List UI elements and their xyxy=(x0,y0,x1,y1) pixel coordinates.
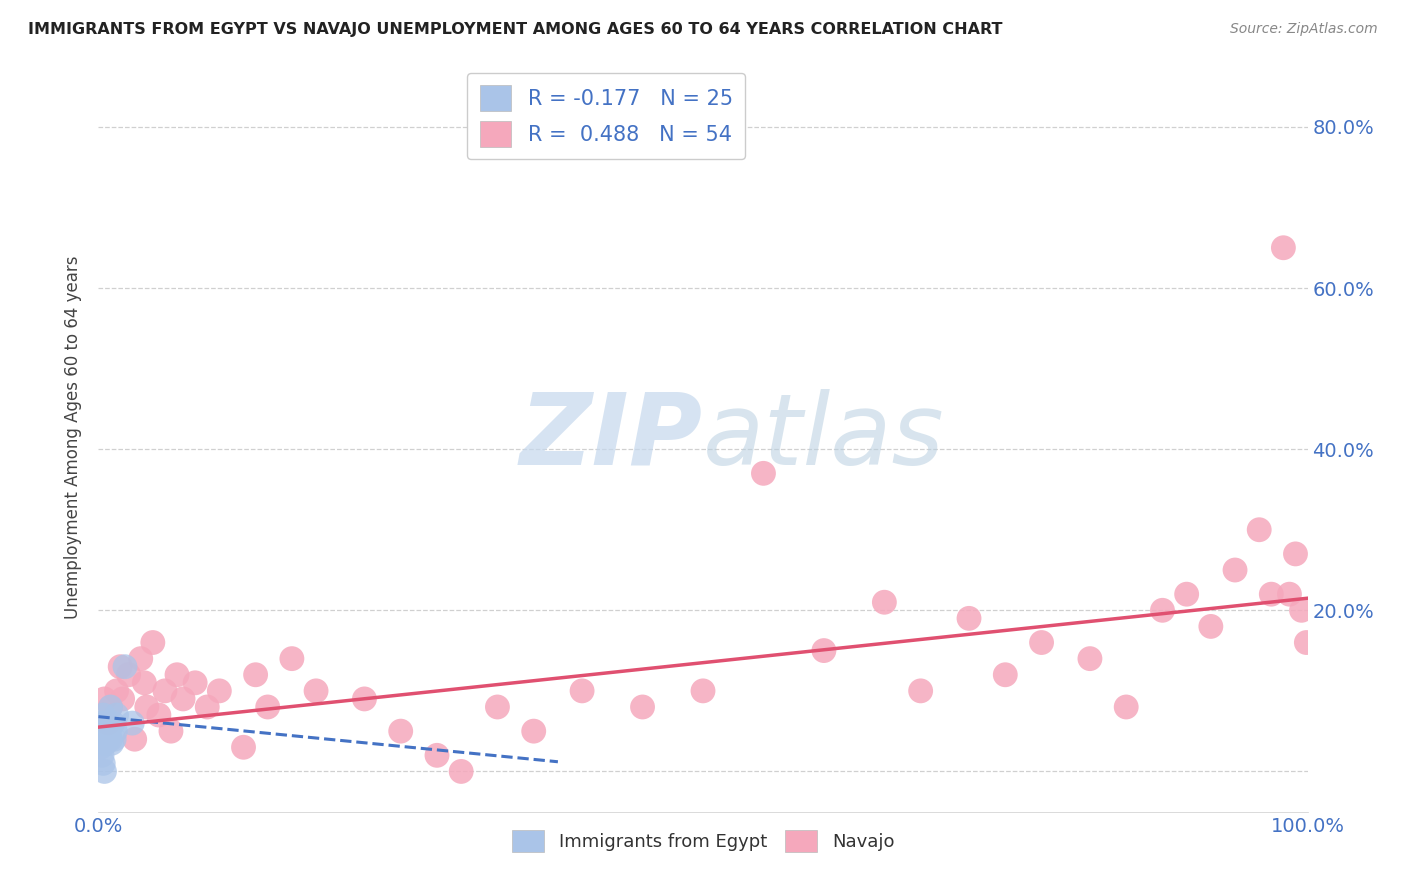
Point xyxy=(1278,587,1301,601)
Point xyxy=(571,684,593,698)
Point xyxy=(124,732,146,747)
Point xyxy=(305,684,328,698)
Text: Source: ZipAtlas.com: Source: ZipAtlas.com xyxy=(1230,22,1378,37)
Point xyxy=(910,684,932,698)
Point xyxy=(486,700,509,714)
Point xyxy=(873,595,896,609)
Point xyxy=(994,667,1017,681)
Point xyxy=(1115,700,1137,714)
Point xyxy=(98,724,121,739)
Point xyxy=(166,667,188,681)
Point xyxy=(631,700,654,714)
Point xyxy=(93,692,115,706)
Point xyxy=(692,684,714,698)
Point xyxy=(1223,563,1246,577)
Point xyxy=(129,651,152,665)
Point xyxy=(1291,603,1313,617)
Point xyxy=(1249,523,1271,537)
Point xyxy=(100,736,122,750)
Point xyxy=(91,708,114,723)
Point xyxy=(108,659,131,673)
Point xyxy=(134,675,156,690)
Text: ZIP: ZIP xyxy=(520,389,703,485)
Point xyxy=(90,716,112,731)
Point xyxy=(389,724,412,739)
Point xyxy=(1272,241,1295,255)
Point xyxy=(450,764,472,779)
Point xyxy=(100,700,122,714)
Point xyxy=(523,724,546,739)
Point xyxy=(101,716,124,731)
Point xyxy=(1199,619,1222,633)
Point xyxy=(752,467,775,481)
Point xyxy=(426,748,449,763)
Point xyxy=(97,732,120,747)
Point xyxy=(103,732,125,747)
Point xyxy=(118,667,141,681)
Point xyxy=(96,728,118,742)
Point xyxy=(160,724,183,739)
Point xyxy=(232,740,254,755)
Point xyxy=(208,684,231,698)
Point xyxy=(96,720,118,734)
Point xyxy=(91,756,114,771)
Point xyxy=(1175,587,1198,601)
Point xyxy=(121,716,143,731)
Text: atlas: atlas xyxy=(703,389,945,485)
Point xyxy=(94,724,117,739)
Point xyxy=(93,716,115,731)
Point xyxy=(93,764,115,779)
Point xyxy=(153,684,176,698)
Point xyxy=(114,659,136,673)
Text: IMMIGRANTS FROM EGYPT VS NAVAJO UNEMPLOYMENT AMONG AGES 60 TO 64 YEARS CORRELATI: IMMIGRANTS FROM EGYPT VS NAVAJO UNEMPLOY… xyxy=(28,22,1002,37)
Point xyxy=(111,692,134,706)
Point xyxy=(1284,547,1306,561)
Point xyxy=(1078,651,1101,665)
Point xyxy=(97,716,120,731)
Point xyxy=(1295,635,1317,649)
Point xyxy=(813,643,835,657)
Point xyxy=(353,692,375,706)
Point xyxy=(1260,587,1282,601)
Point xyxy=(91,724,114,739)
Point xyxy=(1031,635,1053,649)
Y-axis label: Unemployment Among Ages 60 to 64 years: Unemployment Among Ages 60 to 64 years xyxy=(65,255,83,619)
Point xyxy=(148,708,170,723)
Point xyxy=(105,708,128,723)
Point xyxy=(91,748,114,763)
Point xyxy=(1152,603,1174,617)
Point xyxy=(195,700,218,714)
Point xyxy=(104,724,127,739)
Point xyxy=(97,716,120,731)
Point xyxy=(105,684,128,698)
Point xyxy=(135,700,157,714)
Point xyxy=(100,732,122,747)
Point xyxy=(90,740,112,755)
Point xyxy=(957,611,980,625)
Legend: Immigrants from Egypt, Navajo: Immigrants from Egypt, Navajo xyxy=(505,822,901,859)
Point xyxy=(94,736,117,750)
Point xyxy=(100,700,122,714)
Point xyxy=(89,732,111,747)
Point xyxy=(172,692,194,706)
Point xyxy=(281,651,304,665)
Point xyxy=(256,700,278,714)
Point xyxy=(184,675,207,690)
Point xyxy=(142,635,165,649)
Point xyxy=(245,667,267,681)
